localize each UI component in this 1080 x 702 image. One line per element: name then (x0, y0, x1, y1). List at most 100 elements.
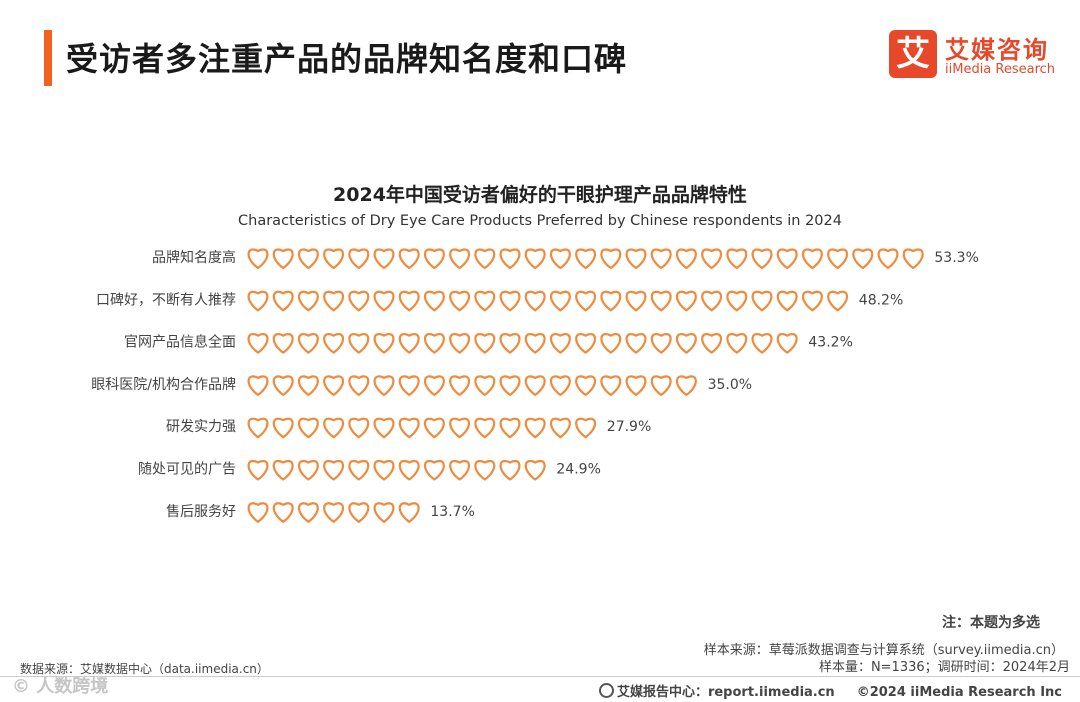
heart-mark (575, 333, 597, 354)
watermark: © 人数跨境 (12, 676, 109, 697)
heart-mark (701, 248, 723, 270)
heart-mark (877, 248, 899, 270)
report-center-link[interactable]: 艾媒报告中心：report.iimedia.cn (616, 685, 835, 700)
heart-mark (348, 417, 370, 439)
category-label: 口碑好，不断有人推荐 (96, 292, 236, 308)
value-label: 53.3% (934, 250, 978, 266)
value-label: 27.9% (607, 419, 651, 435)
heart-mark (675, 290, 697, 312)
bar-hearts (247, 502, 420, 523)
heart-mark (776, 248, 798, 270)
value-label: 35.0% (708, 377, 752, 393)
heart-mark (373, 290, 395, 312)
heart-mark (449, 459, 471, 481)
heart-mark (600, 333, 622, 354)
bar-hearts (247, 375, 697, 396)
heart-mark (776, 333, 798, 354)
heart-mark (323, 502, 345, 523)
logo-chinese-name: 艾媒咨询 (945, 36, 1049, 64)
heart-mark (423, 248, 445, 270)
heart-mark (247, 248, 269, 270)
heart-mark (575, 290, 597, 312)
heart-mark (726, 290, 748, 312)
heart-mark (323, 333, 345, 354)
heart-mark (348, 248, 370, 270)
heart-mark (726, 333, 748, 354)
heart-mark (474, 375, 496, 396)
heart-mark (272, 333, 294, 354)
heart-mark (650, 290, 672, 312)
heart-mark (247, 417, 269, 439)
heart-mark (348, 459, 370, 481)
heart-mark (549, 333, 571, 354)
bar-hearts (247, 417, 597, 439)
heart-mark (650, 333, 672, 354)
heart-mark (801, 248, 823, 270)
heart-mark (297, 290, 319, 312)
multiple-choice-note: 注：本题为多选 (942, 615, 1040, 631)
heart-pictograph-chart: 品牌知名度高 53.3% 口碑好，不断有人推荐 48.2% 官网产品信息全面 43.2% 眼… (91, 248, 979, 523)
heart-mark (575, 375, 597, 396)
heart-mark (297, 417, 319, 439)
heart-mark (373, 375, 395, 396)
heart-mark (751, 333, 773, 354)
heart-mark (423, 333, 445, 354)
heart-mark (297, 502, 319, 523)
heart-mark (423, 417, 445, 439)
heart-mark (348, 290, 370, 312)
heart-mark (549, 417, 571, 439)
copyright: ©2024 iiMedia Research Inc (856, 685, 1062, 700)
heart-mark (348, 375, 370, 396)
logo-mark: 艾 (889, 30, 937, 78)
heart-mark (499, 248, 521, 270)
heart-mark (423, 375, 445, 396)
heart-mark (323, 248, 345, 270)
heart-mark (449, 417, 471, 439)
chart-subtitle: Characteristics of Dry Eye Care Products… (238, 213, 842, 229)
heart-mark (625, 248, 647, 270)
heart-mark (701, 333, 723, 354)
heart-mark (423, 290, 445, 312)
heart-mark (398, 333, 420, 354)
heart-mark (801, 290, 823, 312)
heart-mark (373, 333, 395, 354)
data-source: 数据来源：艾媒数据中心（data.iimedia.cn） (20, 662, 269, 676)
heart-mark (373, 502, 395, 523)
heart-mark (398, 417, 420, 439)
heart-mark (272, 248, 294, 270)
heart-mark (499, 417, 521, 439)
heart-mark (398, 502, 420, 523)
bar-hearts (247, 333, 798, 354)
heart-mark (323, 375, 345, 396)
heart-mark (449, 248, 471, 270)
heart-mark (625, 333, 647, 354)
heart-mark (751, 290, 773, 312)
heart-mark (348, 502, 370, 523)
heart-mark (449, 375, 471, 396)
category-label: 眼科医院/机构合作品牌 (91, 376, 236, 393)
value-label: 13.7% (430, 504, 474, 520)
heart-mark (474, 248, 496, 270)
heart-mark (373, 459, 395, 481)
heart-mark (701, 290, 723, 312)
heart-mark (272, 290, 294, 312)
heart-mark (348, 333, 370, 354)
heart-mark (600, 290, 622, 312)
heart-mark (524, 248, 546, 270)
bar-hearts (247, 248, 924, 270)
heart-mark (323, 459, 345, 481)
heart-mark (247, 290, 269, 312)
title-accent-bar (44, 30, 52, 86)
heart-mark (650, 248, 672, 270)
heart-mark (650, 375, 672, 396)
heart-mark (297, 333, 319, 354)
heart-mark (776, 290, 798, 312)
heart-mark (499, 290, 521, 312)
iimedia-logo: 艾 艾媒咨询 iiMedia Research (889, 30, 1064, 82)
category-label: 品牌知名度高 (152, 249, 236, 266)
sample-size: 样本量：N=1336；调研时间：2024年2月 (818, 660, 1070, 675)
heart-mark (398, 290, 420, 312)
chart-title: 2024年中国受访者偏好的干眼护理产品品牌特性 (333, 184, 747, 206)
heart-mark (423, 459, 445, 481)
value-label: 43.2% (808, 335, 852, 351)
